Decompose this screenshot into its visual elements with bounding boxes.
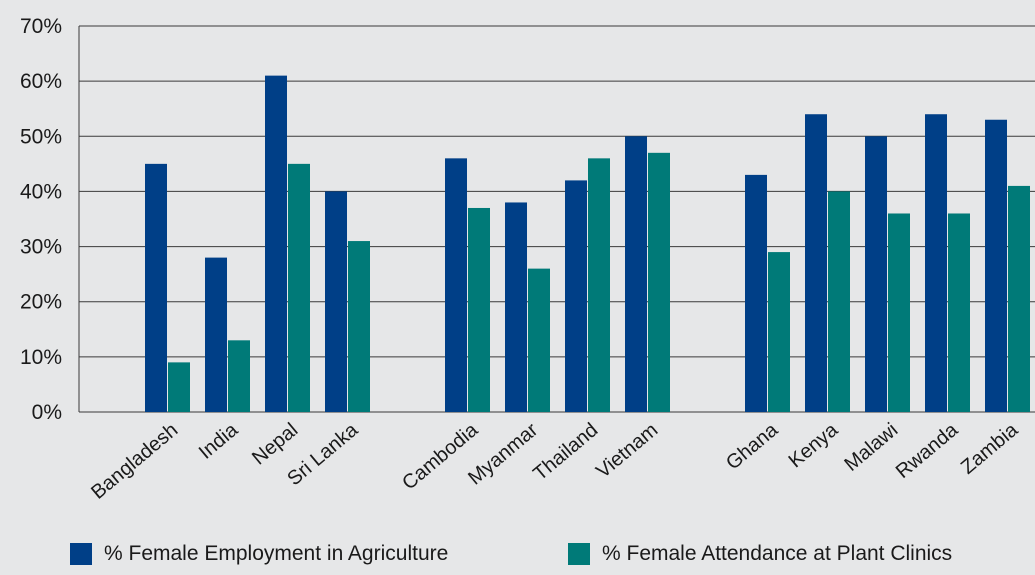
x-tick-label: Zambia	[957, 418, 1023, 478]
bar-attendance	[228, 340, 250, 412]
bar-employment	[205, 257, 227, 412]
bar-attendance	[1008, 185, 1030, 412]
bar-employment	[625, 136, 647, 413]
legend-label-employment: % Female Employment in Agriculture	[104, 542, 449, 565]
x-tick-label: India	[195, 418, 243, 463]
y-tick-label: 10%	[20, 346, 62, 369]
x-tick-label: Ghana	[722, 418, 783, 474]
bar-employment	[805, 114, 827, 412]
bar-employment	[265, 75, 287, 412]
bar-employment	[505, 202, 527, 412]
bar-employment	[445, 158, 467, 412]
y-tick-label: 70%	[20, 15, 62, 38]
y-tick-label: 20%	[20, 291, 62, 314]
bar-attendance	[768, 252, 790, 412]
x-tick-label: Kenya	[785, 418, 843, 472]
x-tick-label: Vietnam	[592, 419, 662, 483]
bar-attendance	[528, 268, 550, 412]
bar-attendance	[588, 158, 610, 412]
bar-employment	[745, 174, 767, 412]
x-tick-label: Nepal	[248, 419, 302, 469]
bar-attendance	[168, 362, 190, 412]
x-tick-label: Rwanda	[892, 418, 963, 483]
bar-employment	[865, 136, 887, 413]
bar-attendance	[828, 191, 850, 412]
y-tick-label: 40%	[20, 180, 62, 203]
bar-attendance	[888, 213, 910, 412]
bar-employment	[325, 191, 347, 412]
legend: % Female Employment in Agriculture % Fem…	[0, 542, 1035, 568]
bar-employment	[925, 114, 947, 412]
bar-employment	[565, 180, 587, 412]
bar-attendance	[348, 241, 370, 412]
bar-attendance	[468, 207, 490, 412]
y-tick-label: 50%	[20, 125, 62, 148]
bar-attendance	[288, 163, 310, 412]
y-tick-label: 60%	[20, 70, 62, 93]
legend-item-employment: % Female Employment in Agriculture	[70, 542, 448, 566]
bar-employment	[145, 163, 167, 412]
bar-attendance	[948, 213, 970, 412]
legend-swatch-employment	[70, 543, 92, 565]
x-tick-label: Bangladesh	[87, 419, 182, 504]
legend-item-attendance: % Female Attendance at Plant Clinics	[568, 542, 952, 566]
y-tick-label: 0%	[32, 401, 62, 424]
x-tick-label: Cambodia	[398, 418, 483, 494]
bar-employment	[985, 119, 1007, 412]
bar-attendance	[648, 152, 670, 413]
legend-label-attendance: % Female Attendance at Plant Clinics	[602, 542, 953, 565]
y-tick-label: 30%	[20, 236, 62, 259]
legend-swatch-attendance	[568, 543, 590, 565]
x-tick-label: Thailand	[529, 419, 602, 485]
